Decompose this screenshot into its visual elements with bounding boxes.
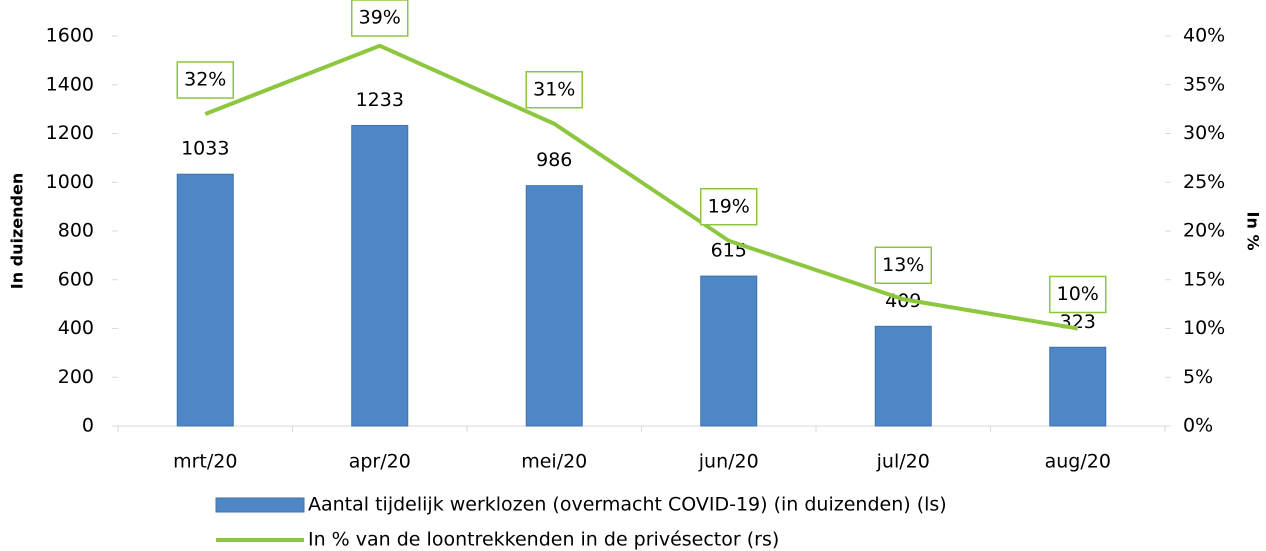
y2-tick-label: 20% (1183, 220, 1225, 242)
bar-value-label: 615 (711, 240, 747, 262)
bar-value-label: 1233 (356, 89, 404, 111)
bar (1049, 346, 1107, 427)
y-tick-label: 200 (58, 366, 94, 388)
bar (176, 173, 234, 427)
y2-tick-label: 30% (1183, 122, 1225, 144)
y-tick-label: 800 (58, 220, 94, 242)
x-tick-label: apr/20 (349, 451, 411, 473)
legend-label: Aantal tijdelijk werklozen (overmacht CO… (308, 494, 947, 516)
line-label-box (700, 188, 758, 226)
y2-tick-label: 10% (1183, 317, 1225, 339)
x-tick-label: jul/20 (876, 451, 930, 473)
y-tick-label: 0 (82, 415, 94, 437)
legend-swatch (215, 497, 305, 513)
x-tick-label: jun/20 (698, 451, 759, 473)
y2-tick-label: 0% (1183, 415, 1213, 437)
y2-tick-label: 40% (1183, 25, 1225, 47)
x-tick-label: mrt/20 (173, 451, 237, 473)
line (204, 43, 1079, 331)
bar (700, 275, 758, 427)
bar (874, 325, 932, 427)
y-tick-label: 400 (58, 317, 94, 339)
y2-tick-label: 15% (1183, 268, 1225, 290)
y2-tick-label: 35% (1183, 73, 1225, 95)
y2-axis-label: In % (1244, 212, 1263, 251)
y-tick-label: 1000 (46, 171, 94, 193)
x-tick-label: aug/20 (1045, 451, 1111, 473)
line-label-box (176, 61, 234, 99)
line-label-box (874, 246, 932, 284)
y-tick-label: 1200 (46, 122, 94, 144)
y2-tick-label: 25% (1183, 171, 1225, 193)
y2-tick-label: 5% (1183, 366, 1213, 388)
y-axis-label: In duizenden (8, 173, 27, 290)
y-tick-label: 1400 (46, 73, 94, 95)
line-value-label: 13% (882, 254, 924, 276)
y-tick-label: 1600 (46, 25, 94, 47)
line-label-box (351, 0, 409, 37)
bar (351, 124, 409, 427)
line-label-box (525, 71, 583, 109)
line-value-label: 39% (359, 7, 401, 29)
line-value-label: 31% (533, 78, 575, 100)
line-value-label: 32% (184, 69, 226, 91)
line-value-label: 19% (708, 195, 750, 217)
x-tick-label: mei/20 (521, 451, 587, 473)
line-label-box (1049, 275, 1107, 314)
bar (525, 185, 583, 427)
y-tick-label: 600 (58, 268, 94, 290)
line-value-label: 10% (1057, 283, 1099, 305)
bar-value-label: 986 (536, 149, 572, 171)
legend-label: In % van de loontrekkenden in de privése… (308, 529, 779, 551)
bar-value-label: 323 (1060, 311, 1096, 333)
bar-value-label: 1033 (181, 138, 229, 160)
